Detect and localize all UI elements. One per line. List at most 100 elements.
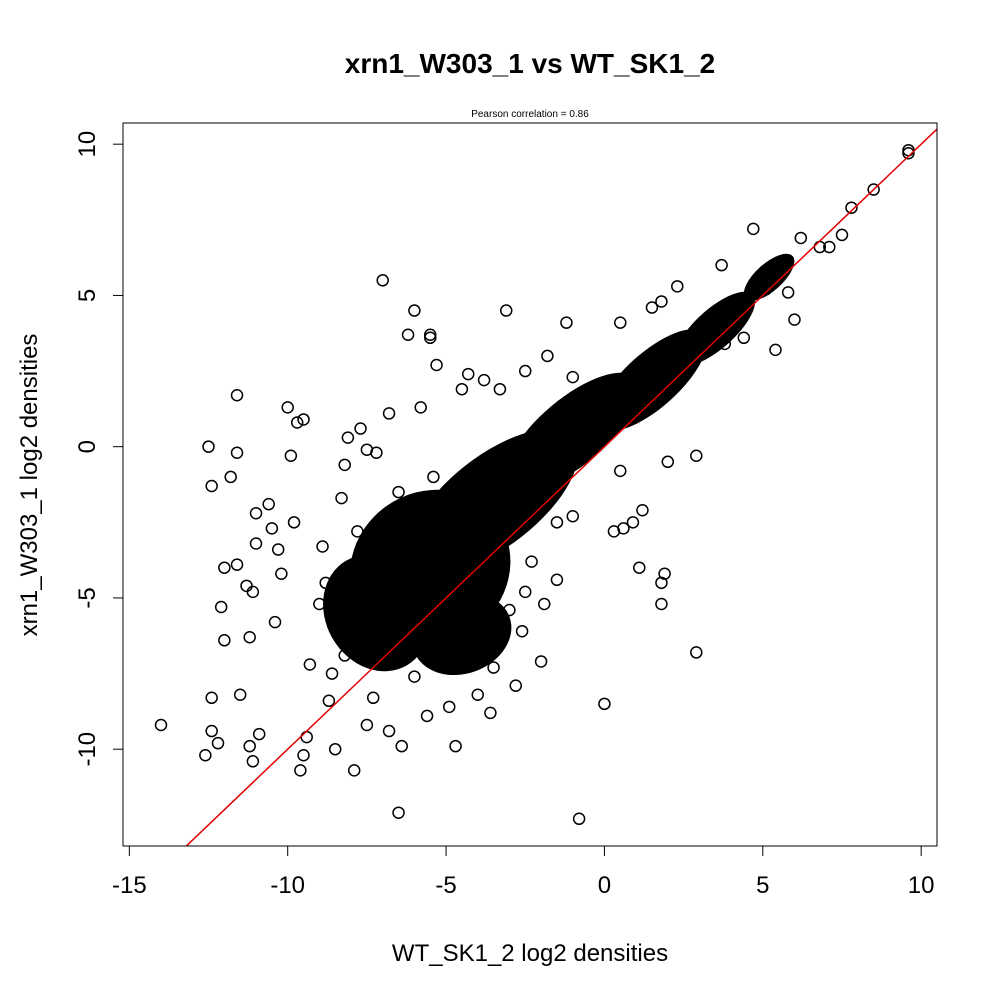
data-point — [867, 183, 880, 196]
data-point — [759, 283, 773, 296]
data-point — [328, 742, 342, 756]
data-point — [351, 525, 364, 538]
data-point — [518, 585, 532, 599]
data-point — [243, 739, 256, 753]
x-tick-label: 5 — [756, 872, 769, 899]
data-point — [541, 479, 554, 493]
data-point — [205, 691, 218, 705]
data-point — [690, 646, 703, 659]
data-point — [297, 748, 310, 762]
y-axis-label: xrn1_W303_1 log2 densities — [16, 334, 43, 637]
data-point — [449, 739, 462, 753]
data-point — [316, 540, 329, 553]
data-point — [636, 503, 649, 517]
data-point — [218, 634, 231, 647]
data-point — [325, 667, 339, 680]
dense-point-region — [412, 593, 512, 676]
data-point — [294, 764, 307, 777]
data-points — [154, 143, 915, 826]
data-point — [661, 455, 675, 469]
data-point — [788, 313, 801, 326]
data-point — [598, 697, 611, 711]
data-point — [233, 688, 247, 701]
y-tick-label: 5 — [74, 289, 101, 302]
dense-point-region — [675, 291, 756, 366]
data-point — [614, 464, 627, 478]
data-point — [230, 389, 244, 402]
x-tick-label: 10 — [908, 872, 935, 899]
data-point — [655, 295, 668, 308]
data-point — [446, 652, 459, 665]
data-point — [240, 579, 253, 593]
data-point — [224, 470, 237, 484]
data-point — [823, 240, 836, 254]
data-point — [319, 576, 332, 590]
data-point — [271, 543, 285, 556]
y-tick-label: -10 — [74, 732, 101, 767]
data-point — [284, 449, 298, 463]
x-tick-label: -5 — [435, 872, 456, 899]
chart-title: xrn1_W303_1 vs WT_SK1_2 — [345, 48, 715, 79]
data-point — [341, 431, 355, 444]
data-point — [414, 627, 427, 641]
data-point — [300, 730, 313, 744]
data-point — [715, 258, 728, 272]
data-point — [477, 373, 491, 387]
data-point — [455, 382, 469, 396]
data-point — [617, 522, 630, 535]
data-point — [382, 724, 396, 738]
data-point — [658, 567, 671, 580]
data-point — [249, 506, 263, 520]
y-tick-label: -5 — [74, 587, 101, 608]
data-point — [211, 736, 225, 750]
data-point — [499, 304, 513, 317]
data-point — [230, 558, 244, 571]
data-point — [154, 718, 168, 732]
data-point — [246, 585, 260, 599]
data-point — [360, 718, 374, 732]
data-point — [487, 661, 500, 674]
reference-line-group — [185, 128, 937, 846]
data-point — [503, 603, 516, 617]
data-point — [471, 688, 484, 701]
data-point — [794, 231, 808, 245]
data-point — [518, 364, 532, 378]
data-point — [902, 147, 915, 160]
data-point — [214, 600, 228, 614]
data-point — [614, 316, 627, 329]
dense-point-region — [323, 554, 430, 672]
data-point — [525, 555, 538, 568]
data-point — [338, 649, 351, 662]
x-axis-label: WT_SK1_2 log2 densities — [392, 940, 668, 967]
data-point — [645, 301, 659, 314]
data-point — [347, 764, 361, 777]
data-point — [265, 522, 279, 535]
data-point — [335, 491, 348, 505]
data-point — [747, 222, 760, 236]
data-point — [538, 597, 551, 611]
data-point — [534, 655, 548, 668]
data-point — [392, 806, 405, 819]
x-tick-label: -10 — [270, 872, 305, 899]
data-point — [781, 286, 795, 299]
x-axis: -15 -10 -5 0 5 10 — [112, 845, 935, 899]
data-point — [199, 748, 212, 762]
data-point — [297, 413, 310, 426]
data-point — [484, 706, 497, 720]
data-point — [268, 615, 282, 629]
data-point — [322, 694, 336, 708]
data-point — [408, 304, 421, 317]
data-point — [408, 670, 421, 683]
data-point — [202, 440, 215, 453]
data-point — [423, 331, 437, 345]
data-point — [671, 280, 684, 293]
data-point — [275, 567, 288, 580]
data-point — [509, 679, 522, 692]
data-point — [414, 401, 427, 414]
data-point — [392, 485, 405, 499]
data-point — [218, 561, 231, 574]
data-point — [395, 739, 408, 753]
data-point — [205, 479, 218, 493]
data-point — [427, 470, 440, 484]
